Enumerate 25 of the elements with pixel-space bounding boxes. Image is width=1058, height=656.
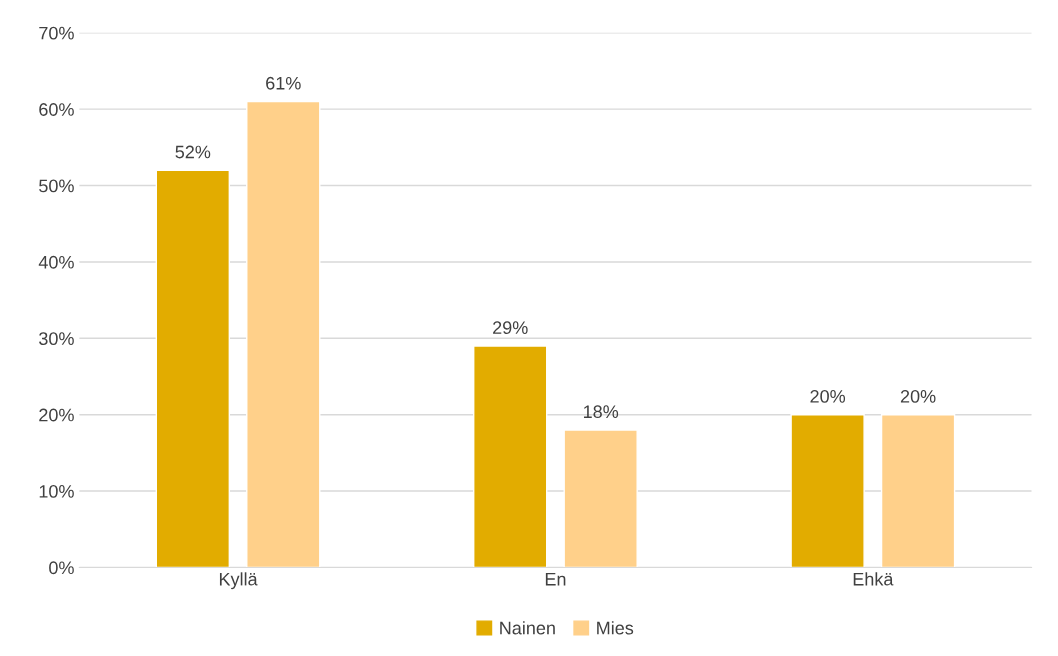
y-tick-label: 60% <box>39 103 74 116</box>
text: 29% <box>493 321 528 335</box>
x-tick-label: En <box>545 572 566 586</box>
bar <box>246 100 321 568</box>
bar <box>563 429 638 568</box>
text: 20% <box>900 390 936 403</box>
legend-label: Mies <box>597 621 634 635</box>
y-tick-label: 0% <box>49 561 74 575</box>
bar <box>880 413 956 568</box>
x-tick-label: Ehkä <box>853 572 894 586</box>
bar <box>473 345 548 568</box>
y-tick-label: 20% <box>39 408 74 422</box>
y-tick-label: 70% <box>39 26 74 40</box>
y-tick-label: 50% <box>39 179 74 193</box>
y-tick-label: 10% <box>39 485 74 498</box>
legend-label: Nainen <box>500 621 555 635</box>
text: 18% <box>583 405 619 419</box>
bar <box>790 413 865 568</box>
text: 61% <box>266 76 301 90</box>
x-tick-label: Kyllä <box>219 572 258 590</box>
y-tick-label: 40% <box>38 255 74 269</box>
bar <box>155 169 231 568</box>
text: 52% <box>175 145 211 159</box>
y-tick-label: 30% <box>39 332 74 346</box>
text: 20% <box>810 390 846 403</box>
